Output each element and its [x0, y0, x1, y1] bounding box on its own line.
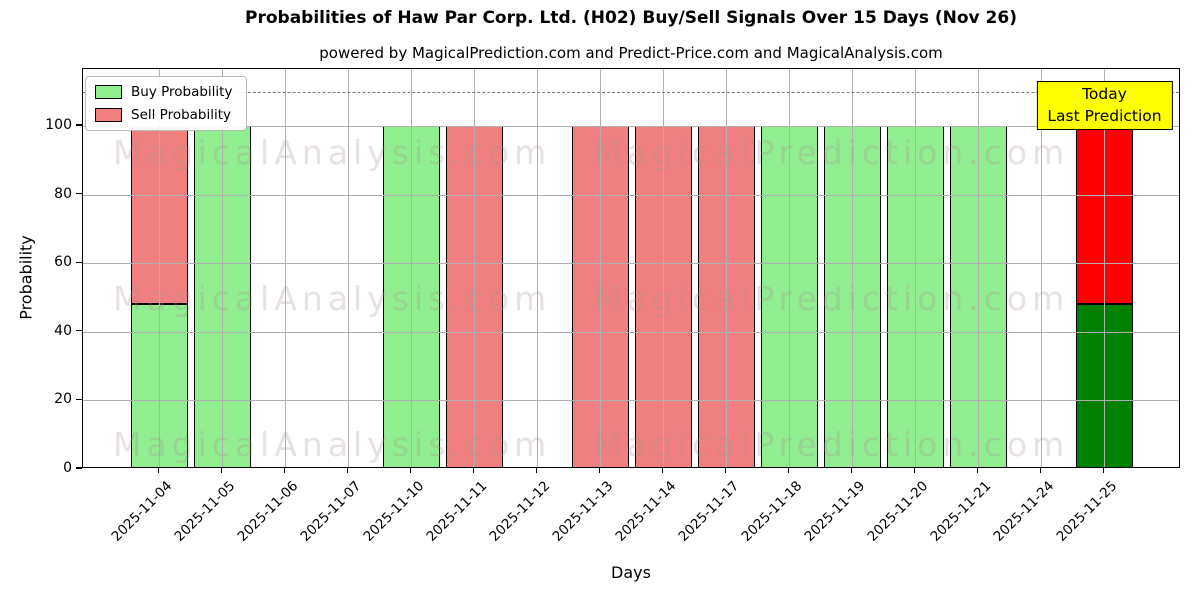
y-tick-label: 100 [45, 116, 72, 133]
legend-label-sell: Sell Probability [131, 107, 232, 123]
y-tick-label: 20 [54, 391, 72, 408]
gridline-vertical [474, 69, 475, 467]
today-annotation-line1: Today [1082, 85, 1127, 103]
y-axis-label: Probability [16, 235, 36, 320]
gridline-vertical [348, 69, 349, 467]
x-tick-label: 2025-11-05 [171, 478, 238, 545]
legend: Buy Probability Sell Probability [85, 76, 248, 131]
y-tick-label: 60 [54, 254, 72, 271]
gridline-vertical [1041, 69, 1042, 467]
gridline-horizontal [83, 331, 1179, 333]
x-tickmark [1039, 468, 1042, 473]
buy-swatch-icon [95, 85, 122, 99]
gridline-vertical [726, 69, 727, 467]
legend-item-buy: Buy Probability [95, 84, 232, 100]
x-tick-label: 2025-11-12 [486, 478, 553, 545]
x-tick-label: 2025-11-11 [423, 478, 490, 545]
gridline-vertical [222, 69, 223, 467]
x-tick-label: 2025-11-07 [297, 478, 364, 545]
legend-label-buy: Buy Probability [131, 84, 233, 100]
x-tickmark [598, 468, 601, 473]
gridline-vertical [663, 69, 664, 467]
x-tickmark [283, 468, 286, 473]
x-tickmark [661, 468, 664, 473]
x-tick-label: 2025-11-25 [1053, 478, 1120, 545]
gridline-horizontal [83, 263, 1179, 265]
x-tickmark [850, 468, 853, 473]
x-tick-label: 2025-11-10 [360, 478, 427, 545]
gridline-vertical [978, 69, 979, 467]
y-tick-label: 40 [54, 322, 72, 339]
gridline-vertical [1104, 69, 1105, 467]
gridline-horizontal [83, 125, 1179, 127]
x-tickmark [976, 468, 979, 473]
gridline-vertical [852, 69, 853, 467]
x-tickmark [409, 468, 412, 473]
x-tickmark [724, 468, 727, 473]
x-axis-label: Days [611, 563, 651, 582]
x-tick-label: 2025-11-21 [927, 478, 994, 545]
y-tickmark [76, 124, 82, 126]
gridline-vertical [537, 69, 538, 467]
x-tickmark [157, 468, 160, 473]
gridline-vertical [411, 69, 412, 467]
y-tickmark [76, 330, 82, 332]
x-tick-label: 2025-11-13 [549, 478, 616, 545]
y-tickmark [76, 192, 82, 195]
gridline-horizontal [83, 400, 1179, 402]
y-tickmark [76, 261, 82, 263]
gridline-vertical [600, 69, 601, 467]
chart-title: Probabilities of Haw Par Corp. Ltd. (H02… [245, 8, 1017, 28]
x-tick-label: 2025-11-20 [864, 478, 931, 545]
x-tickmark [220, 468, 223, 473]
gridline-vertical [789, 69, 790, 467]
gridline-vertical [915, 69, 916, 467]
x-tick-label: 2025-11-14 [612, 478, 679, 545]
x-tickmark [913, 468, 916, 473]
x-tickmark [787, 468, 790, 473]
gridline-vertical [159, 69, 160, 467]
gridline-horizontal [83, 194, 1179, 196]
y-tick-label: 0 [63, 460, 72, 476]
x-tick-label: 2025-11-04 [108, 478, 175, 545]
today-annotation: Today Last Prediction [1036, 81, 1173, 130]
x-tick-label: 2025-11-06 [234, 478, 301, 545]
sell-swatch-icon [95, 108, 122, 122]
x-tick-label: 2025-11-17 [675, 478, 742, 545]
x-tickmark [535, 468, 538, 473]
y-tickmark [76, 467, 82, 469]
plot-area: MagicalAnalysis.com MagicalPrediction.com… [82, 68, 1180, 468]
x-tick-label: 2025-11-19 [801, 478, 868, 545]
legend-item-sell: Sell Probability [95, 107, 232, 123]
chart-subtitle: powered by MagicalPrediction.com and Pre… [319, 44, 943, 62]
threshold-dashed-line [83, 91, 1179, 93]
x-tick-label: 2025-11-18 [738, 478, 805, 545]
gridline-vertical [285, 69, 286, 467]
x-tickmark [346, 468, 349, 473]
y-tick-label: 80 [54, 185, 72, 202]
x-tickmark [472, 468, 475, 473]
x-tickmark [1102, 468, 1105, 473]
x-tick-label: 2025-11-24 [990, 478, 1057, 545]
today-annotation-line2: Last Prediction [1047, 107, 1162, 126]
y-tickmark [76, 398, 82, 400]
